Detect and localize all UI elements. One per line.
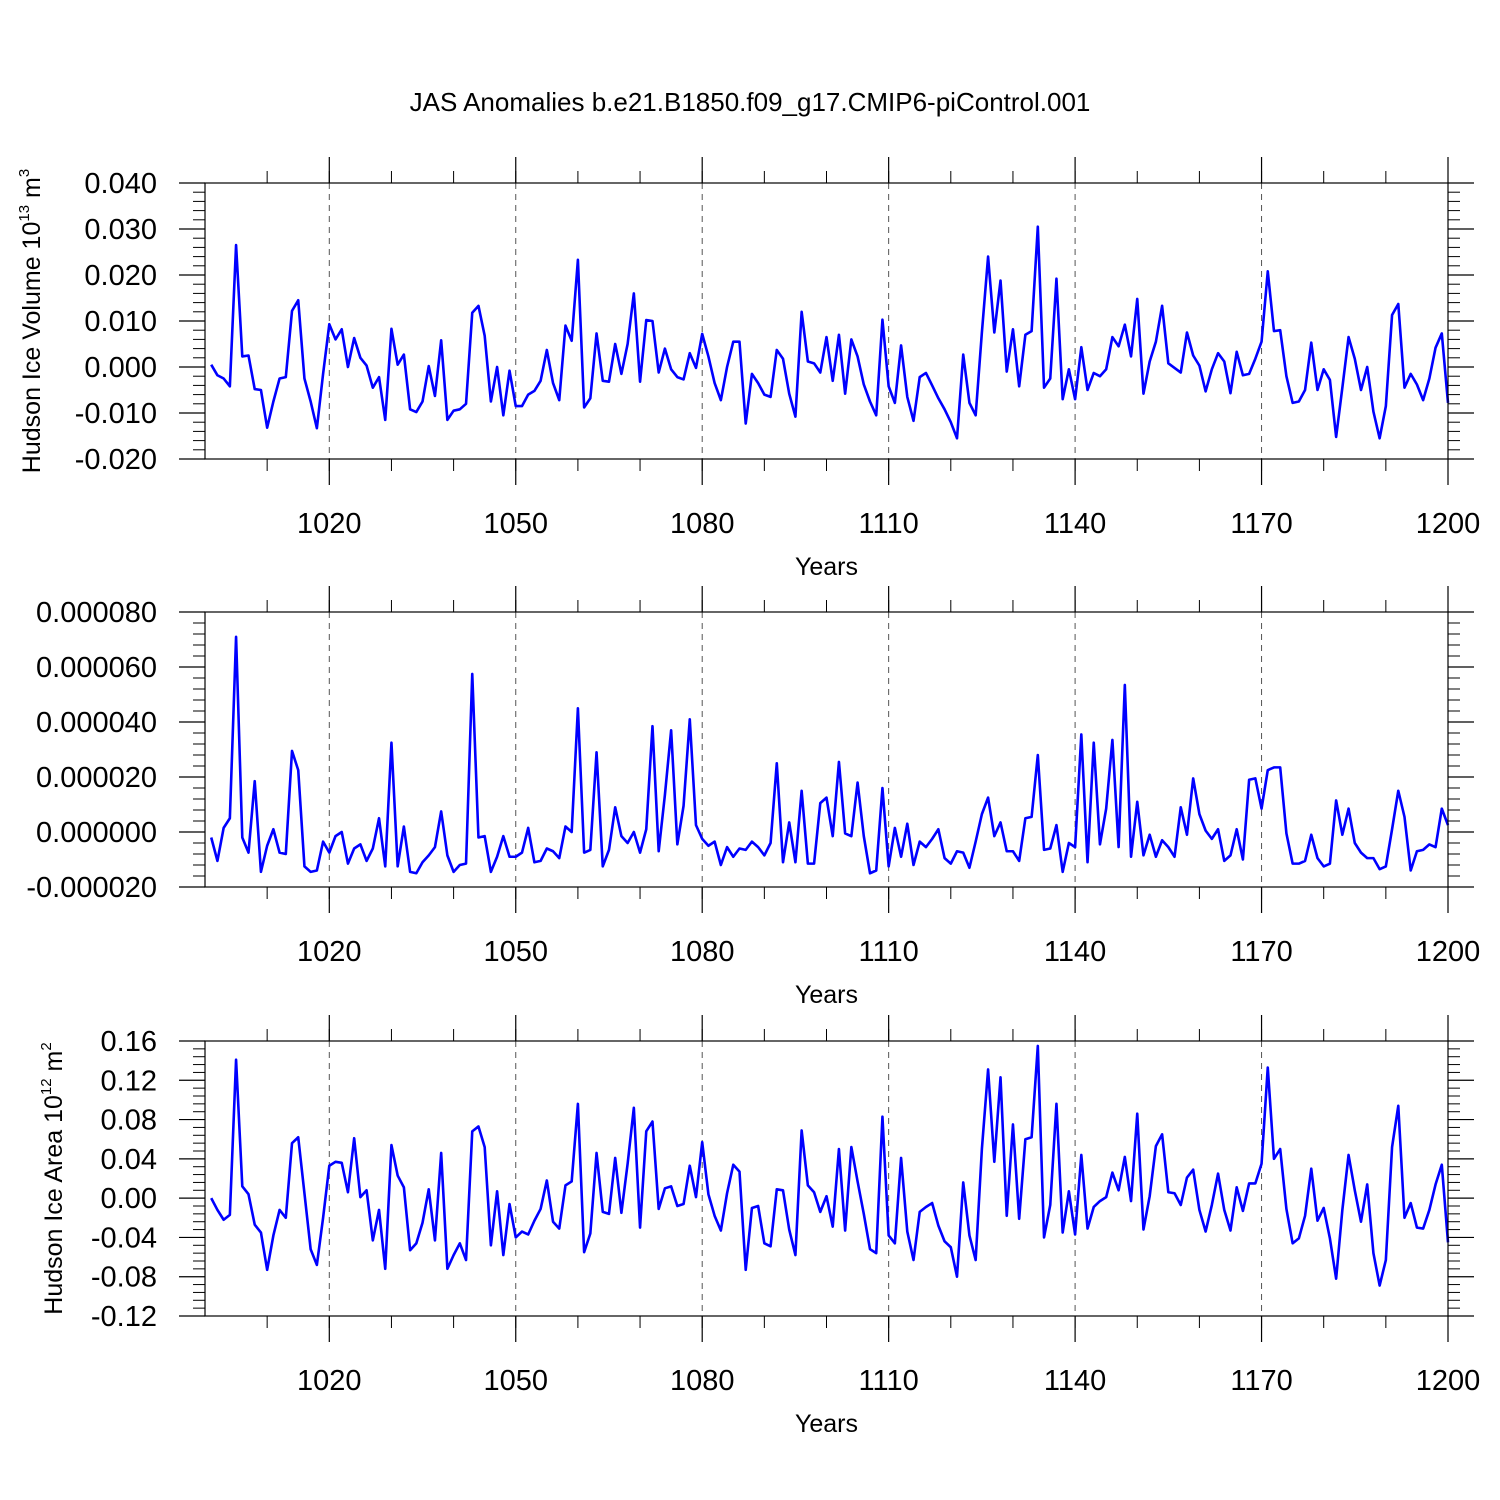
y-tick-label: -0.000020 xyxy=(26,872,157,904)
x-tick-label: 1140 xyxy=(1044,936,1106,968)
x-tick-label: 1020 xyxy=(297,936,362,968)
y-tick-label: 0.08 xyxy=(101,1105,157,1137)
chart-panels: 1020 1050 1080 1110 1140 1170 1200 -0.020 -0.010… xyxy=(16,157,1480,1438)
y-axis-title-part: Hudson Ice Volume 10 xyxy=(18,222,46,474)
x-tick-label: 1080 xyxy=(670,936,735,968)
x-tick-label: 1140 xyxy=(1044,1365,1106,1397)
y-tick-label: -0.010 xyxy=(75,398,157,430)
x-tick-label: 1020 xyxy=(297,508,362,540)
x-tick-label: 1200 xyxy=(1416,936,1481,968)
data-series-line xyxy=(210,1044,1450,1287)
y-tick-label: -0.020 xyxy=(75,444,157,476)
x-axis-title: Years xyxy=(795,1410,858,1438)
y-tick-label: 0.16 xyxy=(101,1026,157,1058)
y-tick-label: -0.08 xyxy=(91,1262,157,1294)
x-tick-label: 1170 xyxy=(1230,1365,1292,1397)
y-axis-title-superscript: 2 xyxy=(38,1042,55,1050)
y-tick-label: 0.010 xyxy=(84,306,157,338)
y-tick-label: 0.000020 xyxy=(36,762,157,794)
y-axis-title-part: Hudson Ice Area 10 xyxy=(40,1095,68,1315)
x-tick-label: 1110 xyxy=(859,1365,919,1397)
data-series-line xyxy=(210,225,1450,440)
y-tick-label: 0.020 xyxy=(84,260,157,292)
x-tick-label: 1050 xyxy=(483,936,548,968)
y-axis-title-superscript: 13 xyxy=(16,205,33,222)
x-tick-label: 1110 xyxy=(859,508,919,540)
x-tick-label: 1140 xyxy=(1044,508,1106,540)
panel-1: 1020 1050 1080 1110 1140 1170 1200 -0.020 -0.010… xyxy=(16,157,1480,581)
y-axis-title-part: m xyxy=(40,1051,68,1079)
x-tick-label: 1170 xyxy=(1230,508,1292,540)
y-tick-label: 0.12 xyxy=(101,1065,157,1097)
x-tick-label: 1080 xyxy=(670,508,735,540)
y-axis-title: Hudson Ice Area 1012 m2 xyxy=(38,1042,68,1314)
x-tick-label: 1050 xyxy=(483,508,548,540)
x-tick-label: 1110 xyxy=(859,936,919,968)
x-tick-label: 1200 xyxy=(1416,508,1481,540)
x-axis-title: Years xyxy=(795,553,858,581)
x-tick-label: 1050 xyxy=(483,1365,548,1397)
y-tick-label: 0.040 xyxy=(84,168,157,200)
y-tick-label: 0.030 xyxy=(84,214,157,246)
panel-2: 1020 1050 1080 1110 1140 1170 1200 -0.000020 0.0… xyxy=(26,586,1480,1009)
y-tick-label: 0.000040 xyxy=(36,707,157,739)
y-tick-label: 0.04 xyxy=(101,1144,157,1176)
y-tick-label: 0.000 xyxy=(84,352,157,384)
x-tick-label: 1170 xyxy=(1230,936,1292,968)
y-tick-label: 0.00 xyxy=(101,1183,157,1215)
y-axis-title-part: m xyxy=(18,177,46,205)
y-tick-label: -0.04 xyxy=(91,1222,157,1254)
x-axis-title: Years xyxy=(795,981,858,1009)
y-axis-title-superscript: 12 xyxy=(38,1078,55,1095)
y-axis-title-superscript: 3 xyxy=(16,169,33,177)
x-tick-label: 1080 xyxy=(670,1365,735,1397)
y-tick-label: 0.000080 xyxy=(36,597,157,629)
x-tick-label: 1020 xyxy=(297,1365,362,1397)
panel-3: 1020 1050 1080 1110 1140 1170 1200 -0.12 -0.08 -0… xyxy=(38,1015,1480,1438)
y-tick-label: -0.12 xyxy=(91,1301,157,1333)
chart-title: JAS Anomalies b.e21.B1850.f09_g17.CMIP6-… xyxy=(410,87,1091,117)
x-tick-label: 1200 xyxy=(1416,1365,1481,1397)
y-tick-label: 0.000060 xyxy=(36,652,157,684)
data-series-line xyxy=(209,635,1450,875)
y-axis-title: Hudson Ice Volume 1013 m3 xyxy=(16,169,46,473)
y-tick-label: 0.000000 xyxy=(36,817,157,849)
